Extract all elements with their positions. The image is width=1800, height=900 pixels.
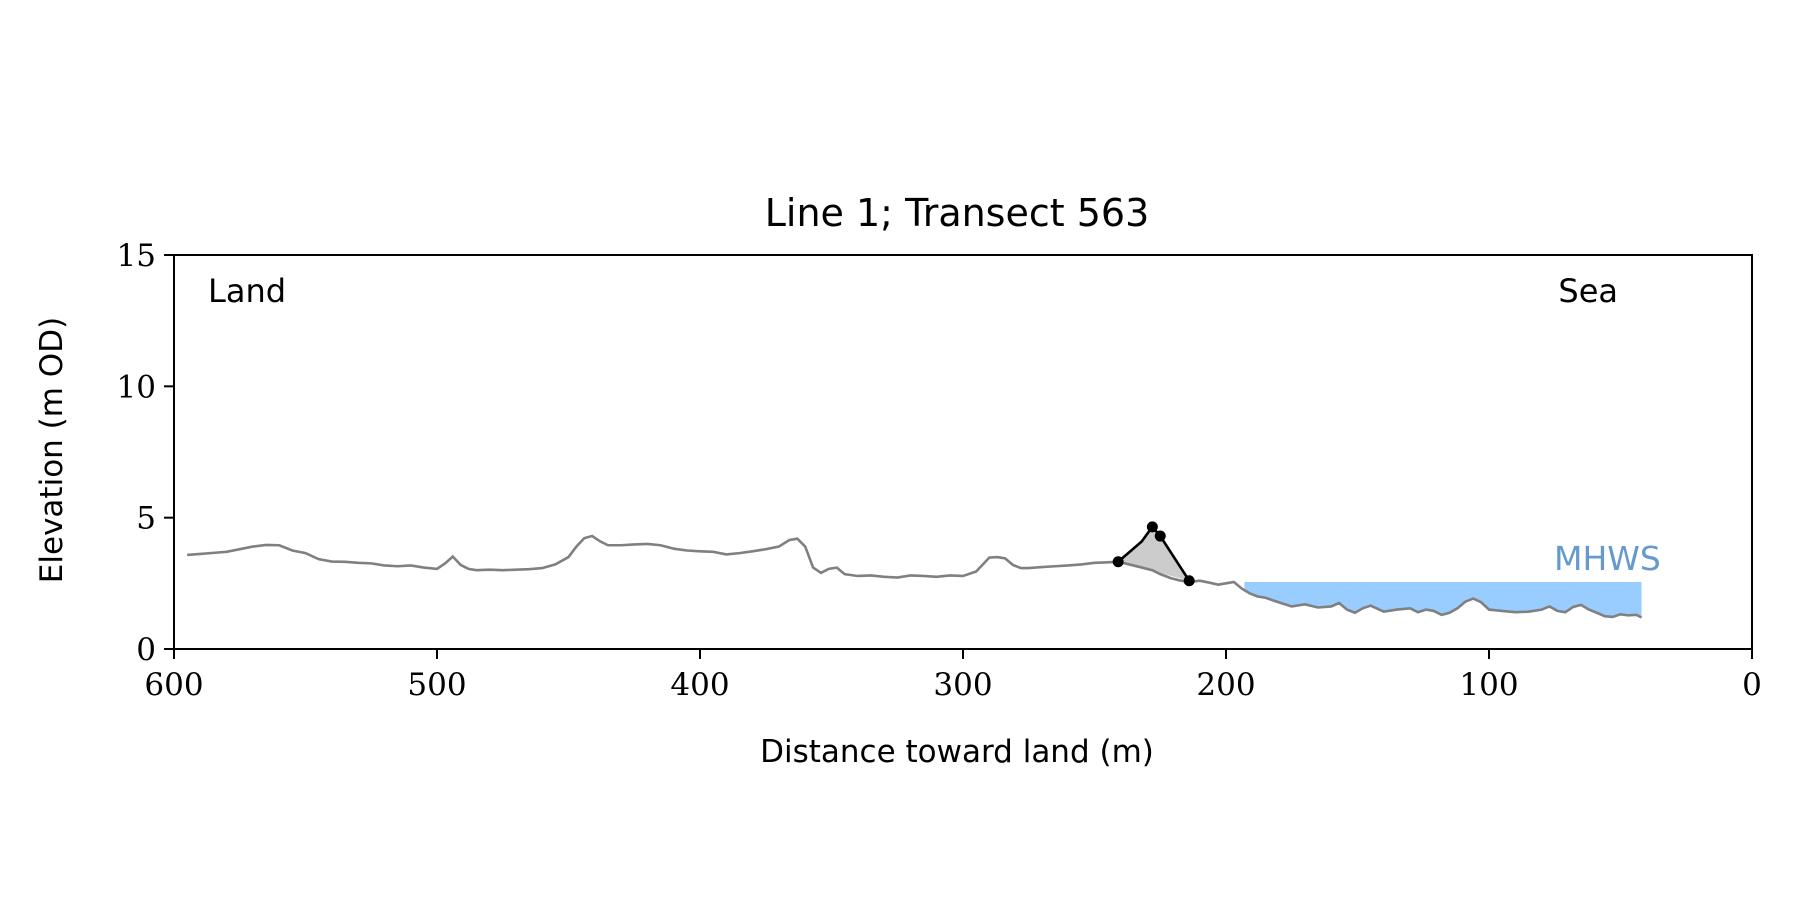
y-tick-label: 0	[136, 632, 156, 668]
y-tick-label: 5	[136, 501, 156, 537]
x-axis: 600 500 400 300 200 100 0	[144, 649, 1762, 703]
y-axis: 0 5 10 15	[117, 238, 174, 668]
x-tick-label: 300	[933, 667, 992, 703]
x-tick-label: 0	[1742, 667, 1762, 703]
dune-point-marker	[1154, 530, 1166, 542]
x-axis-label: Distance toward land (m)	[760, 734, 1154, 770]
plot-area	[173, 254, 1753, 650]
x-tick-label: 400	[670, 667, 729, 703]
chart-title: Line 1; Transect 563	[765, 191, 1150, 235]
dune-point-marker	[1146, 521, 1158, 533]
y-axis-label: Elevation (m OD)	[34, 317, 70, 583]
x-tick-label: 500	[407, 667, 466, 703]
dune-point-marker	[1112, 556, 1124, 568]
dune-markers	[1112, 521, 1195, 587]
x-tick-label: 100	[1459, 667, 1518, 703]
y-tick-label: 15	[117, 238, 156, 274]
y-tick-label: 10	[117, 369, 156, 405]
sea-annotation: Sea	[1558, 272, 1618, 310]
x-tick-label: 200	[1196, 667, 1255, 703]
dune-fill	[1118, 526, 1190, 581]
mhws-label: MHWS	[1554, 539, 1661, 578]
mhws-water-fill	[1244, 582, 1642, 618]
dune-point-marker	[1183, 575, 1195, 587]
land-annotation: Land	[208, 272, 286, 310]
profile-line	[187, 534, 1643, 619]
x-tick-label: 600	[144, 667, 203, 703]
